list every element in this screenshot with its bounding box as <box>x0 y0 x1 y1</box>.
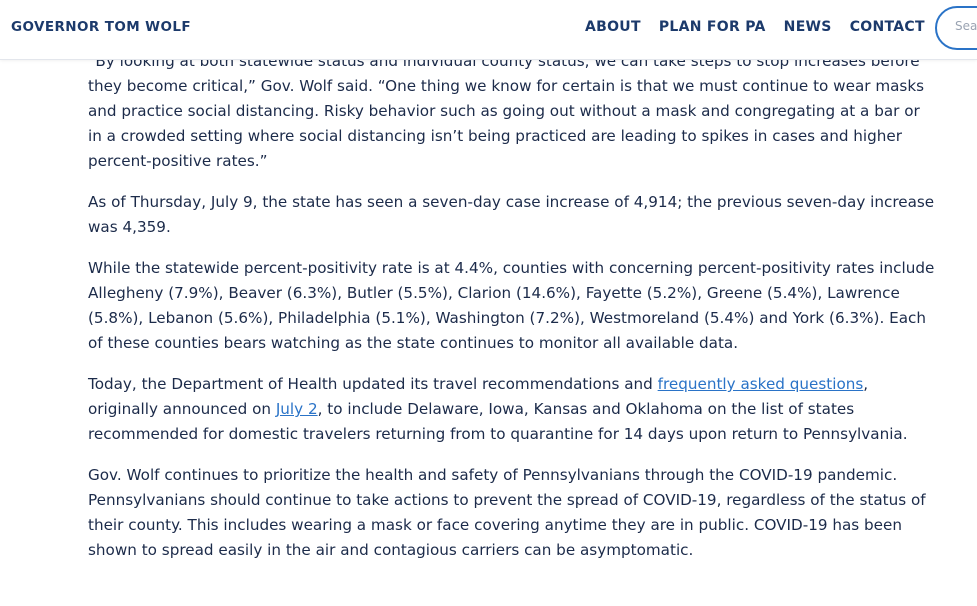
paragraph-text: , originally announced on <box>88 375 869 418</box>
nav-item-about[interactable]: ABOUT <box>585 19 641 35</box>
nav-item-contact[interactable]: CONTACT <box>849 19 925 35</box>
article-paragraph: Gov. Wolf continues to prioritize the he… <box>88 466 926 559</box>
paragraph-text: Today, the Department of Health updated … <box>88 375 658 393</box>
nav-item-plan-for-pa[interactable]: PLAN FOR PA <box>658 19 766 35</box>
brand-link[interactable]: GOVERNOR TOM WOLF <box>11 19 191 35</box>
search-box[interactable] <box>935 6 977 50</box>
nav-item-news[interactable]: NEWS <box>783 19 832 35</box>
search-input[interactable] <box>955 19 977 33</box>
article-paragraph: Today, the Department of Health updated … <box>88 372 938 447</box>
article-body: “By looking at both statewide status and… <box>88 49 938 579</box>
main-nav: ABOUT PLAN FOR PA NEWS CONTACT <box>585 19 925 35</box>
site-header: GOVERNOR TOM WOLF ABOUT PLAN FOR PA NEWS… <box>0 0 977 60</box>
paragraph-text: , to include Delaware, Iowa, Kansas and … <box>88 400 908 443</box>
article-paragraph: “By looking at both statewide status and… <box>88 52 925 170</box>
article-paragraph: While the statewide percent-positivity r… <box>88 259 935 352</box>
article-paragraph: As of Thursday, July 9, the state has se… <box>88 193 935 236</box>
july-2-link[interactable]: July 2 <box>275 400 318 418</box>
faq-link[interactable]: frequently asked questions <box>657 375 864 393</box>
